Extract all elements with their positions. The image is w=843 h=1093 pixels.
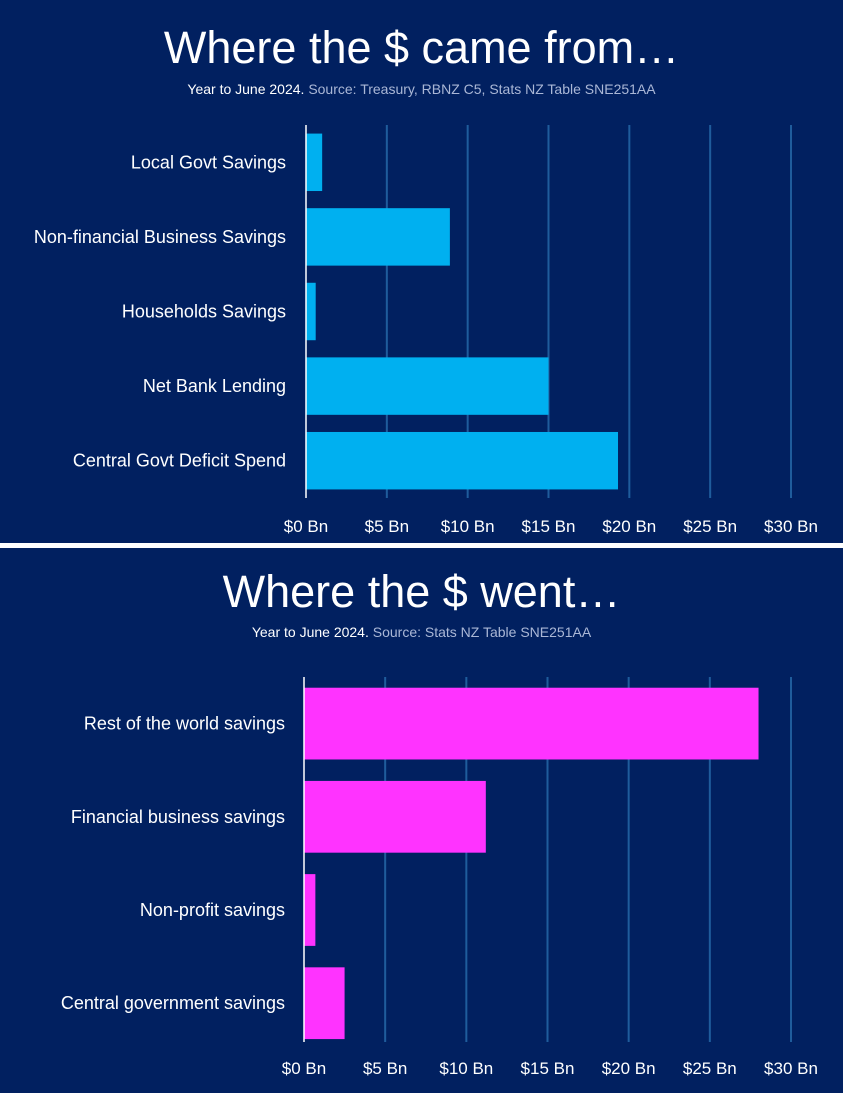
x-tick-label-15: $15 Bn: [522, 517, 576, 536]
bar-net-bank-lending: [306, 357, 549, 415]
chart-panel-went: Where the $ went… Year to June 2024. Sou…: [0, 548, 843, 1093]
subtitle-period: Year to June 2024.: [187, 81, 305, 97]
chart-title: Where the $ came from…: [163, 22, 680, 73]
bar-chart-came-from: Local Govt Savings Non-financial Business…: [34, 125, 818, 536]
category-label-rest-of-the-world-savings: Rest of the world savings: [84, 714, 285, 734]
bar-central-government-savings: [304, 967, 345, 1040]
category-label-households-savings: Households Savings: [122, 302, 286, 322]
x-tick-label-30: $30 Bn: [764, 517, 818, 536]
x-tick-label-0: $0 Bn: [284, 517, 328, 536]
x-tick-label-10: $10 Bn: [439, 1059, 493, 1078]
category-label-central-government-savings: Central government savings: [61, 993, 285, 1013]
x-tick-label-20: $20 Bn: [602, 1059, 656, 1078]
bar-central-govt-deficit-spend: [306, 431, 619, 490]
bar-chart-went: Rest of the world savings Financial busin…: [61, 677, 818, 1078]
subtitle-period: Year to June 2024.: [251, 624, 369, 640]
subtitle-source: Source: Stats NZ Table SNE251AA: [372, 624, 592, 640]
x-tick-label-0: $0 Bn: [282, 1059, 326, 1078]
category-label-central-govt-deficit-spend: Central Govt Deficit Spend: [73, 451, 286, 471]
category-label-net-bank-lending: Net Bank Lending: [143, 376, 286, 396]
x-tick-label-30: $30 Bn: [764, 1059, 818, 1078]
x-tick-label-5: $5 Bn: [363, 1059, 407, 1078]
bar-rest-of-the-world-savings: [304, 687, 759, 760]
bar-financial-business-savings: [304, 780, 486, 853]
bar-non-financial-business-savings: [306, 208, 450, 266]
bar-households-savings: [306, 282, 316, 341]
x-tick-label-10: $10 Bn: [441, 517, 495, 536]
chart-subtitle: Year to June 2024. Source: Treasury, RBN…: [0, 80, 843, 98]
x-tick-label-15: $15 Bn: [521, 1059, 575, 1078]
chart-subtitle: Year to June 2024. Source: Stats NZ Tabl…: [0, 623, 843, 641]
bar-local-govt-savings: [306, 133, 323, 192]
chart-title: Where the $ went…: [222, 566, 621, 617]
x-tick-label-20: $20 Bn: [602, 517, 656, 536]
x-tick-label-5: $5 Bn: [365, 517, 409, 536]
category-label-non-profit-savings: Non-profit savings: [140, 900, 285, 920]
x-tick-label-25: $25 Bn: [683, 517, 737, 536]
category-label-local-govt-savings: Local Govt Savings: [131, 152, 286, 172]
x-tick-label-25: $25 Bn: [683, 1059, 737, 1078]
chart-panel-came-from: Where the $ came from… Year to June 2024…: [0, 0, 843, 543]
bar-non-profit-savings: [304, 874, 316, 946]
category-label-financial-business-savings: Financial business savings: [71, 807, 285, 827]
category-label-non-financial-business-savings: Non-financial Business Savings: [34, 227, 286, 247]
subtitle-source: Source: Treasury, RBNZ C5, Stats NZ Tabl…: [308, 81, 656, 97]
